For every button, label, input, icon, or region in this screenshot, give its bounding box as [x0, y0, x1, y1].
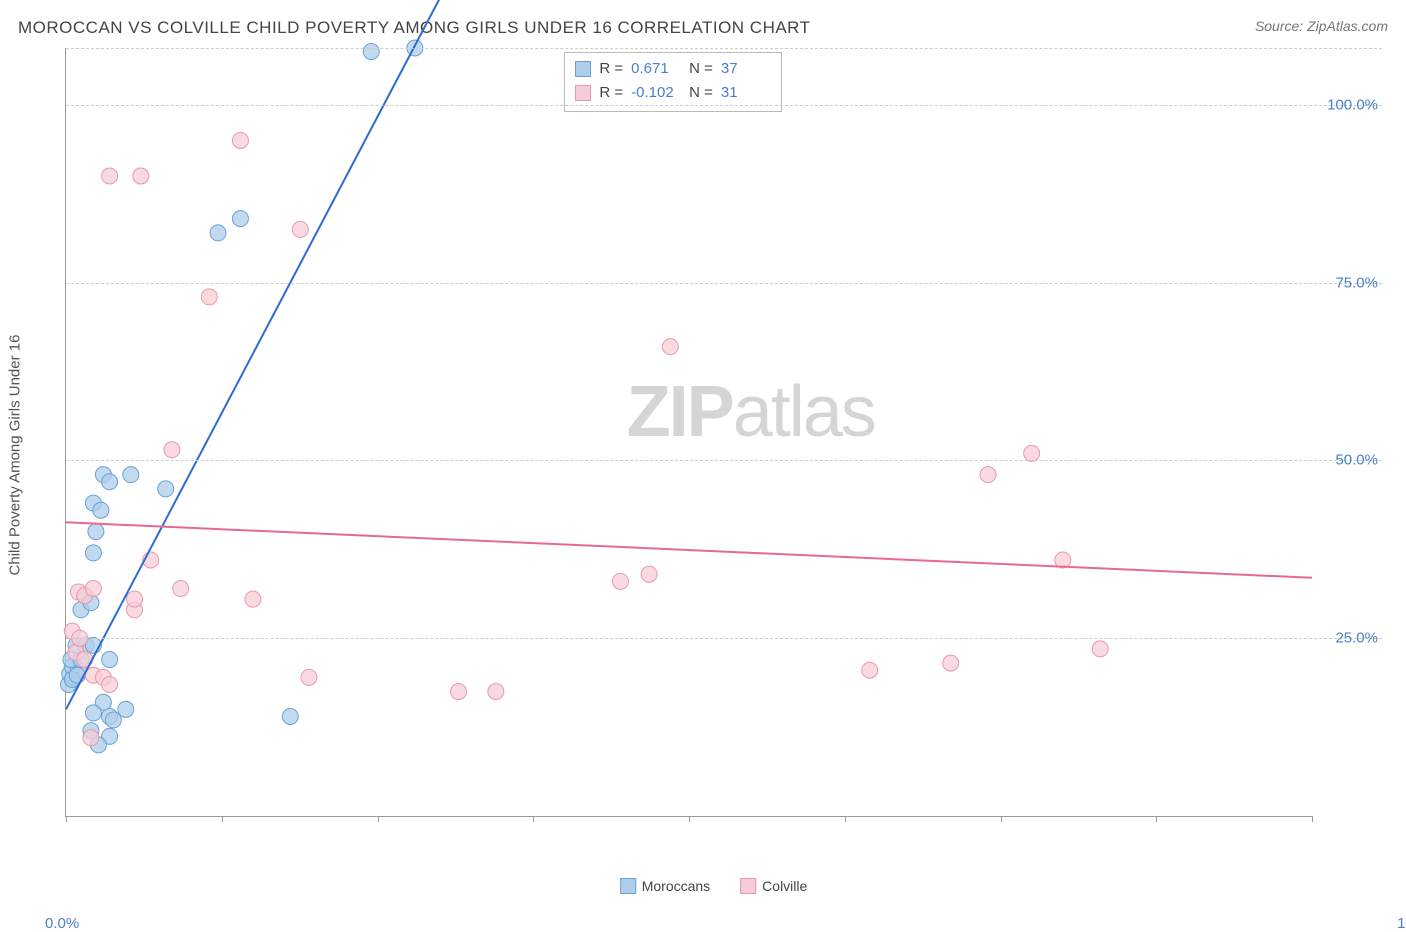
data-point	[164, 442, 180, 458]
trend-line	[66, 522, 1312, 577]
data-point	[245, 591, 261, 607]
data-point	[85, 705, 101, 721]
x-tick-label: 0.0%	[45, 915, 79, 932]
x-tick	[222, 816, 223, 822]
data-point	[85, 580, 101, 596]
data-point	[88, 524, 104, 540]
data-point	[232, 132, 248, 148]
gridline	[66, 460, 1382, 461]
x-tick	[1001, 816, 1002, 822]
x-tick	[66, 816, 67, 822]
data-point	[641, 566, 657, 582]
data-point	[102, 676, 118, 692]
data-point	[612, 573, 628, 589]
x-tick	[845, 816, 846, 822]
x-tick	[1156, 816, 1157, 822]
x-tick	[533, 816, 534, 822]
x-tick	[378, 816, 379, 822]
plot-overlay	[66, 48, 1312, 816]
data-point	[363, 44, 379, 60]
data-point	[210, 225, 226, 241]
data-point	[943, 655, 959, 671]
data-point	[862, 662, 878, 678]
data-point	[292, 221, 308, 237]
data-point	[102, 474, 118, 490]
source-attribution: Source: ZipAtlas.com	[1255, 18, 1388, 34]
y-tick-label: 100.0%	[1327, 96, 1378, 113]
y-tick-label: 75.0%	[1335, 274, 1378, 291]
data-point	[158, 481, 174, 497]
data-point	[232, 211, 248, 227]
gridline	[66, 638, 1382, 639]
data-point	[1092, 641, 1108, 657]
chart-title: MOROCCAN VS COLVILLE CHILD POVERTY AMONG…	[18, 18, 811, 38]
data-point	[127, 591, 143, 607]
x-tick	[1312, 816, 1313, 822]
data-point	[201, 289, 217, 305]
data-point	[102, 652, 118, 668]
correlation-row: R =-0.102N =31	[575, 81, 771, 105]
data-point	[488, 684, 504, 700]
gridline	[66, 105, 1382, 106]
correlation-legend: R =0.671N =37R =-0.102N =31	[564, 52, 782, 112]
data-point	[123, 467, 139, 483]
data-point	[450, 684, 466, 700]
data-point	[662, 339, 678, 355]
data-point	[85, 545, 101, 561]
y-tick-label: 50.0%	[1335, 452, 1378, 469]
x-tick-label: 100.0%	[1397, 915, 1406, 932]
correlation-row: R =0.671N =37	[575, 57, 771, 81]
y-axis-label: Child Poverty Among Girls Under 16	[7, 335, 24, 576]
data-point	[93, 502, 109, 518]
x-tick	[689, 816, 690, 822]
data-point	[102, 168, 118, 184]
y-tick-label: 25.0%	[1335, 630, 1378, 647]
gridline	[66, 283, 1382, 284]
data-point	[980, 467, 996, 483]
data-point	[105, 712, 121, 728]
scatter-plot: ZIPatlas R =0.671N =37R =-0.102N =31 25.…	[65, 48, 1312, 817]
data-point	[118, 701, 134, 717]
data-point	[301, 669, 317, 685]
data-point	[282, 708, 298, 724]
data-point	[173, 580, 189, 596]
data-point	[83, 730, 99, 746]
gridline	[66, 48, 1382, 49]
data-point	[133, 168, 149, 184]
data-point	[1024, 445, 1040, 461]
